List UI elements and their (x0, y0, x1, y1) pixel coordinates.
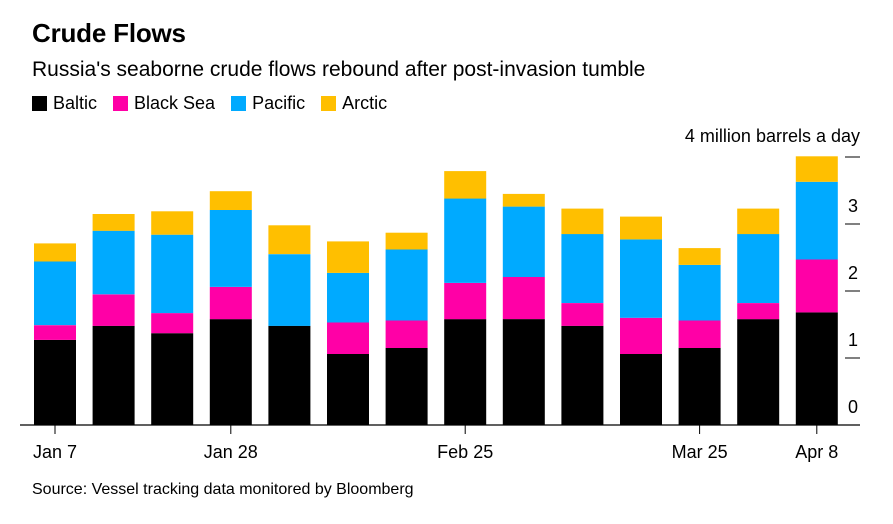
bar-pacific-2 (151, 234, 194, 314)
bar-black-sea-5 (327, 322, 369, 354)
bar-arctic-5 (327, 241, 369, 273)
bar-baltic-7 (444, 319, 487, 425)
bar-arctic-11 (678, 248, 721, 265)
bar-arctic-6 (385, 232, 428, 250)
bar-black-sea-7 (444, 283, 487, 320)
bar-pacific-3 (209, 209, 252, 287)
bar-black-sea-10 (620, 317, 662, 354)
chart-subtitle: Russia's seaborne crude flows rebound af… (32, 58, 646, 81)
x-tick-label-3: Jan 28 (204, 442, 258, 462)
x-tick-label-0: Jan 7 (33, 442, 77, 462)
bar-black-sea-13 (795, 259, 838, 313)
legend-item-pacific: Pacific (231, 93, 305, 114)
bar-pacific-9 (561, 234, 604, 303)
legend-swatch-baltic (32, 96, 47, 111)
legend-item-baltic: Baltic (32, 93, 97, 114)
bar-arctic-12 (737, 208, 780, 235)
bar-baltic-5 (327, 354, 369, 425)
bar-black-sea-8 (502, 276, 545, 320)
bar-baltic-6 (385, 347, 428, 425)
bar-black-sea-11 (678, 320, 721, 348)
bar-black-sea-2 (151, 313, 194, 334)
x-tick-label-13: Apr 8 (795, 442, 838, 462)
chart-title: Crude Flows (32, 18, 186, 48)
x-axis: Jan 7 Jan 28 Feb 25 Mar 25 Apr 8 (33, 425, 838, 462)
bar-black-sea-0 (34, 325, 76, 340)
legend-item-black-sea: Black Sea (113, 93, 215, 114)
y-axis: 0 1 2 3 4 million barrels a day (20, 126, 860, 426)
legend-swatch-pacific (231, 96, 247, 111)
chart-legend: Baltic Black Sea Pacific Arctic (32, 93, 403, 114)
legend-swatch-arctic (321, 96, 337, 111)
bar-black-sea-1 (92, 294, 135, 326)
legend-label-arctic: Arctic (342, 93, 388, 113)
bar-arctic-7 (444, 171, 487, 199)
y-tick-label-0: 0 (848, 397, 858, 417)
bar-baltic-0 (34, 339, 76, 425)
bar-pacific-6 (385, 249, 428, 321)
bar-pacific-5 (327, 272, 369, 323)
bar-baltic-11 (678, 347, 721, 425)
bar-arctic-9 (561, 208, 604, 235)
legend-label-baltic: Baltic (53, 93, 98, 113)
bar-pacific-4 (268, 254, 311, 326)
bar-arctic-10 (620, 216, 662, 240)
y-tick-label-1: 1 (848, 330, 858, 350)
bar-baltic-1 (92, 325, 135, 425)
bar-pacific-8 (502, 206, 545, 277)
bar-black-sea-12 (737, 303, 780, 320)
bar-black-sea-9 (561, 303, 604, 326)
bar-arctic-13 (795, 156, 838, 182)
bar-baltic-10 (620, 354, 662, 425)
legend-label-black-sea: Black Sea (134, 93, 216, 113)
bar-arctic-8 (502, 193, 545, 207)
source-note: Source: Vessel tracking data monitored b… (32, 481, 414, 498)
legend-swatch-black-sea (113, 96, 129, 111)
bar-pacific-13 (795, 181, 838, 260)
bar-baltic-9 (561, 325, 604, 425)
legend-item-arctic: Arctic (321, 93, 387, 114)
bar-baltic-2 (151, 333, 194, 425)
bar-black-sea-3 (209, 287, 252, 320)
bar-arctic-0 (34, 243, 76, 262)
bar-baltic-8 (502, 319, 545, 425)
bar-baltic-13 (795, 312, 838, 425)
bar-baltic-4 (268, 325, 311, 425)
bar-arctic-2 (151, 211, 194, 235)
bar-group (34, 156, 838, 425)
x-tick-label-7: Feb 25 (437, 442, 493, 462)
bar-pacific-11 (678, 264, 721, 321)
legend-label-pacific: Pacific (252, 93, 306, 113)
bar-baltic-12 (737, 319, 780, 425)
bar-pacific-12 (737, 234, 780, 303)
y-tick-label-2: 2 (848, 263, 858, 283)
bar-baltic-3 (209, 319, 252, 425)
bar-arctic-3 (209, 191, 252, 210)
bar-pacific-7 (444, 198, 487, 283)
x-tick-label-11: Mar 25 (672, 442, 728, 462)
bar-arctic-4 (268, 225, 311, 255)
bar-pacific-0 (34, 261, 76, 326)
y-tick-label-3: 3 (848, 196, 858, 216)
bar-pacific-1 (92, 230, 135, 295)
y-axis-unit-label: 4 million barrels a day (685, 126, 860, 146)
bar-black-sea-6 (385, 320, 428, 348)
bar-pacific-10 (620, 239, 662, 318)
bar-arctic-1 (92, 214, 135, 231)
